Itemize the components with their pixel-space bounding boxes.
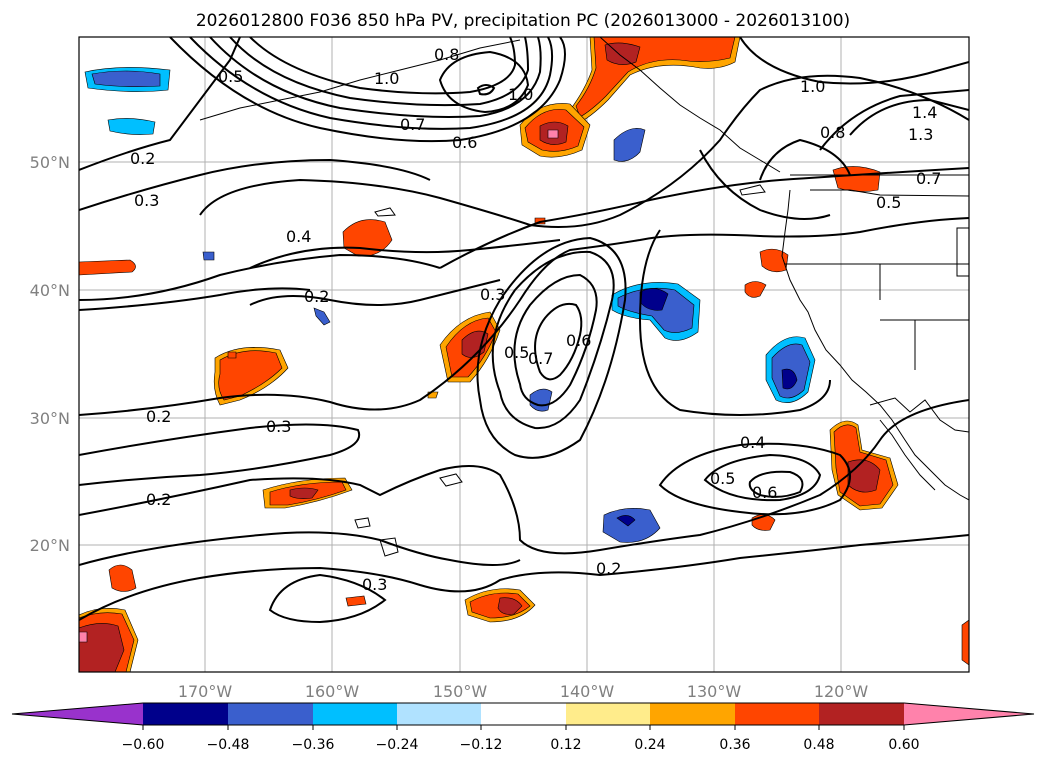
colorbar-tick-label: −0.12 xyxy=(460,737,503,753)
contour-label: 0.5 xyxy=(218,67,243,86)
map-title: 2026012800 F036 850 hPa PV, precipitatio… xyxy=(196,11,850,31)
colorbar-segment xyxy=(313,703,397,725)
colorbar-segment xyxy=(397,703,481,725)
contour-label: 0.3 xyxy=(266,417,291,436)
contour-label: 1.3 xyxy=(908,125,933,144)
contour-label: 0.2 xyxy=(130,149,155,168)
lat-label: 40°N xyxy=(30,281,70,300)
contour-label: 0.6 xyxy=(452,133,477,152)
lon-label: 130°W xyxy=(687,682,742,701)
contour-label: 0.3 xyxy=(362,575,387,594)
colorbar-tick-label: −0.36 xyxy=(292,737,335,753)
contour-label: 0.3 xyxy=(480,285,505,304)
colorbar-tick-label: −0.24 xyxy=(376,737,419,753)
contour-label: 0.4 xyxy=(286,227,311,246)
contour-label: 1.0 xyxy=(800,77,825,96)
pv-contours xyxy=(79,37,969,624)
contour-label: 1.0 xyxy=(508,85,533,104)
lon-label: 120°W xyxy=(814,682,869,701)
colorbar: −0.60 −0.48 −0.36 −0.24 −0.12 0.12 0.24 … xyxy=(11,702,1035,753)
contour-label: 0.5 xyxy=(876,193,901,212)
contour-label: 0.2 xyxy=(146,407,171,426)
colorbar-tick-label: −0.48 xyxy=(207,737,250,753)
map-area: 0.5 0.8 1.0 0.7 0.6 1.0 0.2 0.3 0.4 0.2 … xyxy=(79,37,969,672)
contour-label: 1.0 xyxy=(374,69,399,88)
colorbar-segment xyxy=(481,703,566,725)
map-frame xyxy=(78,36,970,673)
colorbar-segment xyxy=(228,703,313,725)
lat-label: 30°N xyxy=(30,409,70,428)
colorbar-tick-label: 0.36 xyxy=(719,737,750,753)
negative-precip-areas xyxy=(84,67,816,543)
colorbar-under-extension xyxy=(12,703,143,725)
contour-label: 0.8 xyxy=(434,45,459,64)
colorbar-tick-label: −0.60 xyxy=(122,737,165,753)
coastlines xyxy=(199,37,969,557)
lon-label: 170°W xyxy=(178,682,233,701)
colorbar-tick-label: 0.12 xyxy=(550,737,581,753)
contour-label: 0.7 xyxy=(400,115,425,134)
colorbar-segment xyxy=(143,703,228,725)
contour-label: 0.4 xyxy=(740,433,765,452)
gridlines xyxy=(79,37,969,672)
colorbar-over-extension xyxy=(904,703,1034,725)
contour-label: 0.7 xyxy=(528,349,553,368)
contour-label: 0.8 xyxy=(820,123,845,142)
contour-labels: 0.5 0.8 1.0 0.7 0.6 1.0 0.2 0.3 0.4 0.2 … xyxy=(130,45,941,594)
lon-label: 160°W xyxy=(305,682,360,701)
colorbar-tick-label: 0.60 xyxy=(888,737,919,753)
latitude-labels: 50°N 40°N 30°N 20°N xyxy=(30,153,70,555)
contour-label: 0.7 xyxy=(916,169,941,188)
contour-label: 0.2 xyxy=(146,490,171,509)
longitude-labels: 170°W 160°W 150°W 140°W 130°W 120°W xyxy=(178,682,869,701)
colorbar-segment xyxy=(735,703,819,725)
colorbar-segment xyxy=(650,703,735,725)
contour-label: 0.2 xyxy=(596,559,621,578)
lat-label: 50°N xyxy=(30,153,70,172)
contour-label: 0.3 xyxy=(134,191,159,210)
contour-label: 0.5 xyxy=(710,469,735,488)
contour-label: 1.4 xyxy=(912,103,937,122)
colorbar-tick-label: 0.24 xyxy=(634,737,665,753)
colorbar-segment xyxy=(566,703,650,725)
contour-label: 0.6 xyxy=(566,331,591,350)
contour-label: 0.5 xyxy=(504,343,529,362)
contour-label: 0.2 xyxy=(304,287,329,306)
colorbar-segment xyxy=(819,703,904,725)
lon-label: 150°W xyxy=(433,682,488,701)
contour-label: 0.6 xyxy=(752,483,777,502)
lon-label: 140°W xyxy=(560,682,615,701)
lat-label: 20°N xyxy=(30,536,70,555)
colorbar-tick-label: 0.48 xyxy=(803,737,834,753)
positive-precip-areas xyxy=(79,37,969,672)
